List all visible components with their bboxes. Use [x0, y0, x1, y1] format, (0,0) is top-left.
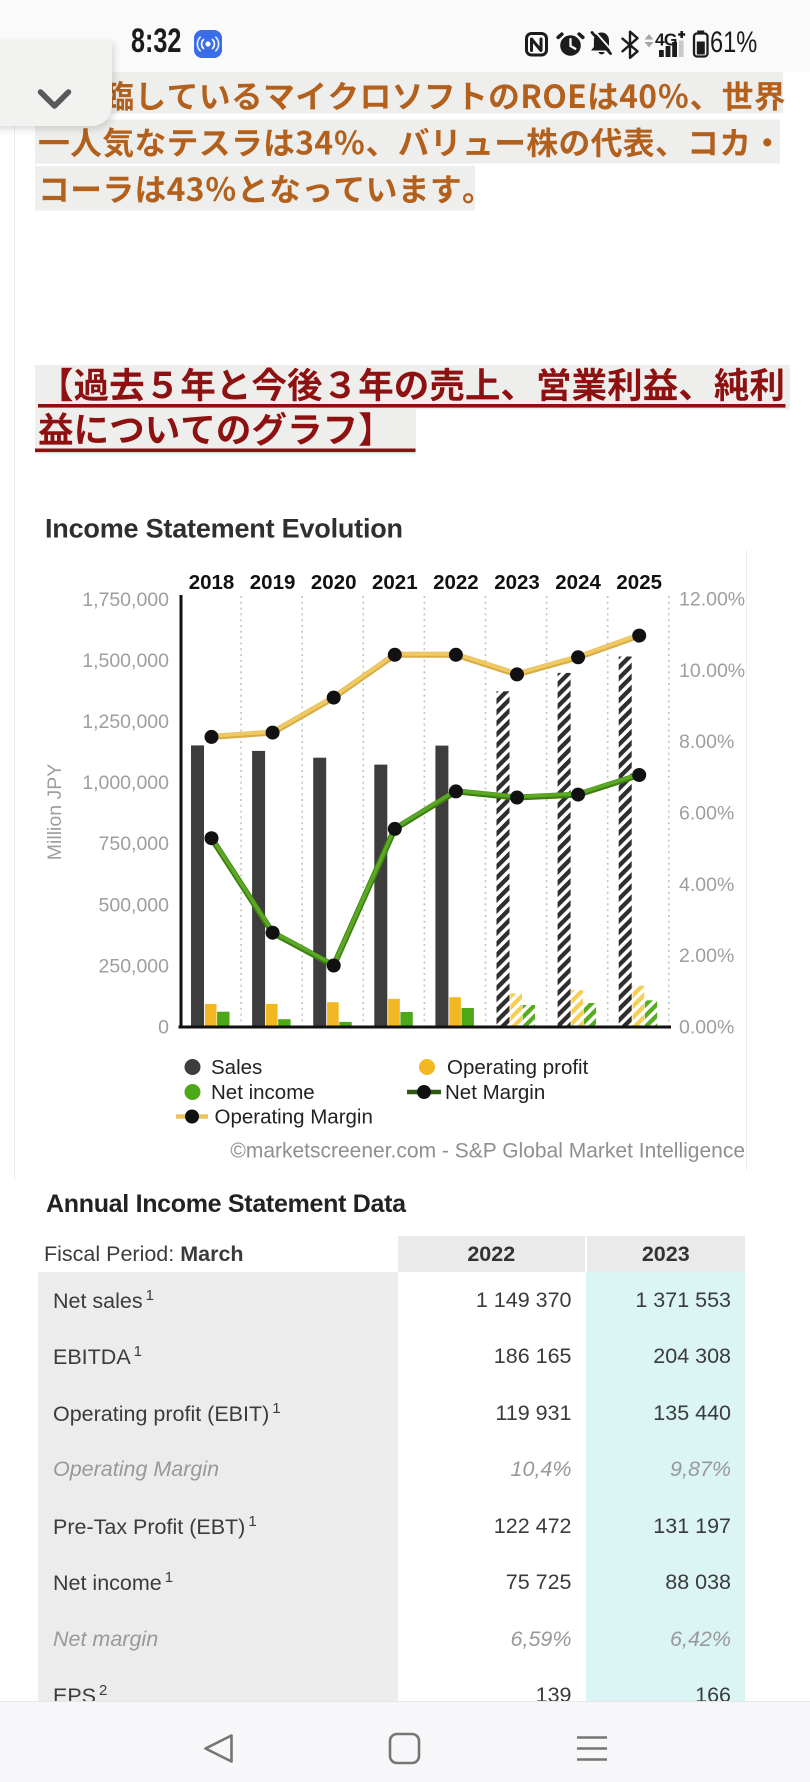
svg-text:Operating profit: Operating profit [447, 1056, 589, 1079]
svg-text:2024: 2024 [555, 571, 601, 594]
svg-text:0: 0 [158, 1017, 169, 1039]
svg-text:2.00%: 2.00% [679, 945, 734, 967]
svg-text:10.00%: 10.00% [679, 660, 745, 682]
svg-text:2025: 2025 [616, 571, 662, 594]
svg-text:2019: 2019 [250, 571, 296, 594]
svg-text:1,000,000: 1,000,000 [82, 772, 169, 794]
svg-text:2020: 2020 [311, 571, 357, 594]
svg-text:500,000: 500,000 [99, 894, 170, 916]
svg-text:1,250,000: 1,250,000 [82, 711, 169, 733]
svg-text:©marketscreener.com - S&P Glob: ©marketscreener.com - S&P Global Market … [230, 1140, 745, 1163]
svg-text:4.00%: 4.00% [679, 874, 734, 896]
svg-text:8.00%: 8.00% [679, 731, 734, 753]
svg-text:Million JPY: Million JPY [44, 764, 66, 860]
svg-text:2021: 2021 [372, 571, 418, 594]
svg-text:750,000: 750,000 [99, 833, 170, 855]
svg-text:4G: 4G [655, 30, 677, 50]
svg-text:Net income: Net income [211, 1081, 315, 1104]
svg-text:0.00%: 0.00% [679, 1017, 734, 1039]
svg-text:6.00%: 6.00% [679, 803, 734, 825]
svg-text:2023: 2023 [494, 571, 540, 594]
svg-text:Sales: Sales [211, 1056, 262, 1079]
svg-text:Net Margin: Net Margin [445, 1081, 545, 1104]
svg-text:1,500,000: 1,500,000 [82, 650, 169, 672]
svg-text:Income Statement Evolution: Income Statement Evolution [45, 514, 403, 544]
svg-text:250,000: 250,000 [99, 955, 170, 977]
svg-text:12.00%: 12.00% [679, 589, 745, 611]
svg-text:1,750,000: 1,750,000 [82, 589, 169, 611]
svg-text:2018: 2018 [189, 571, 235, 594]
svg-text:Operating Margin: Operating Margin [215, 1106, 373, 1129]
svg-text:2022: 2022 [433, 571, 479, 594]
